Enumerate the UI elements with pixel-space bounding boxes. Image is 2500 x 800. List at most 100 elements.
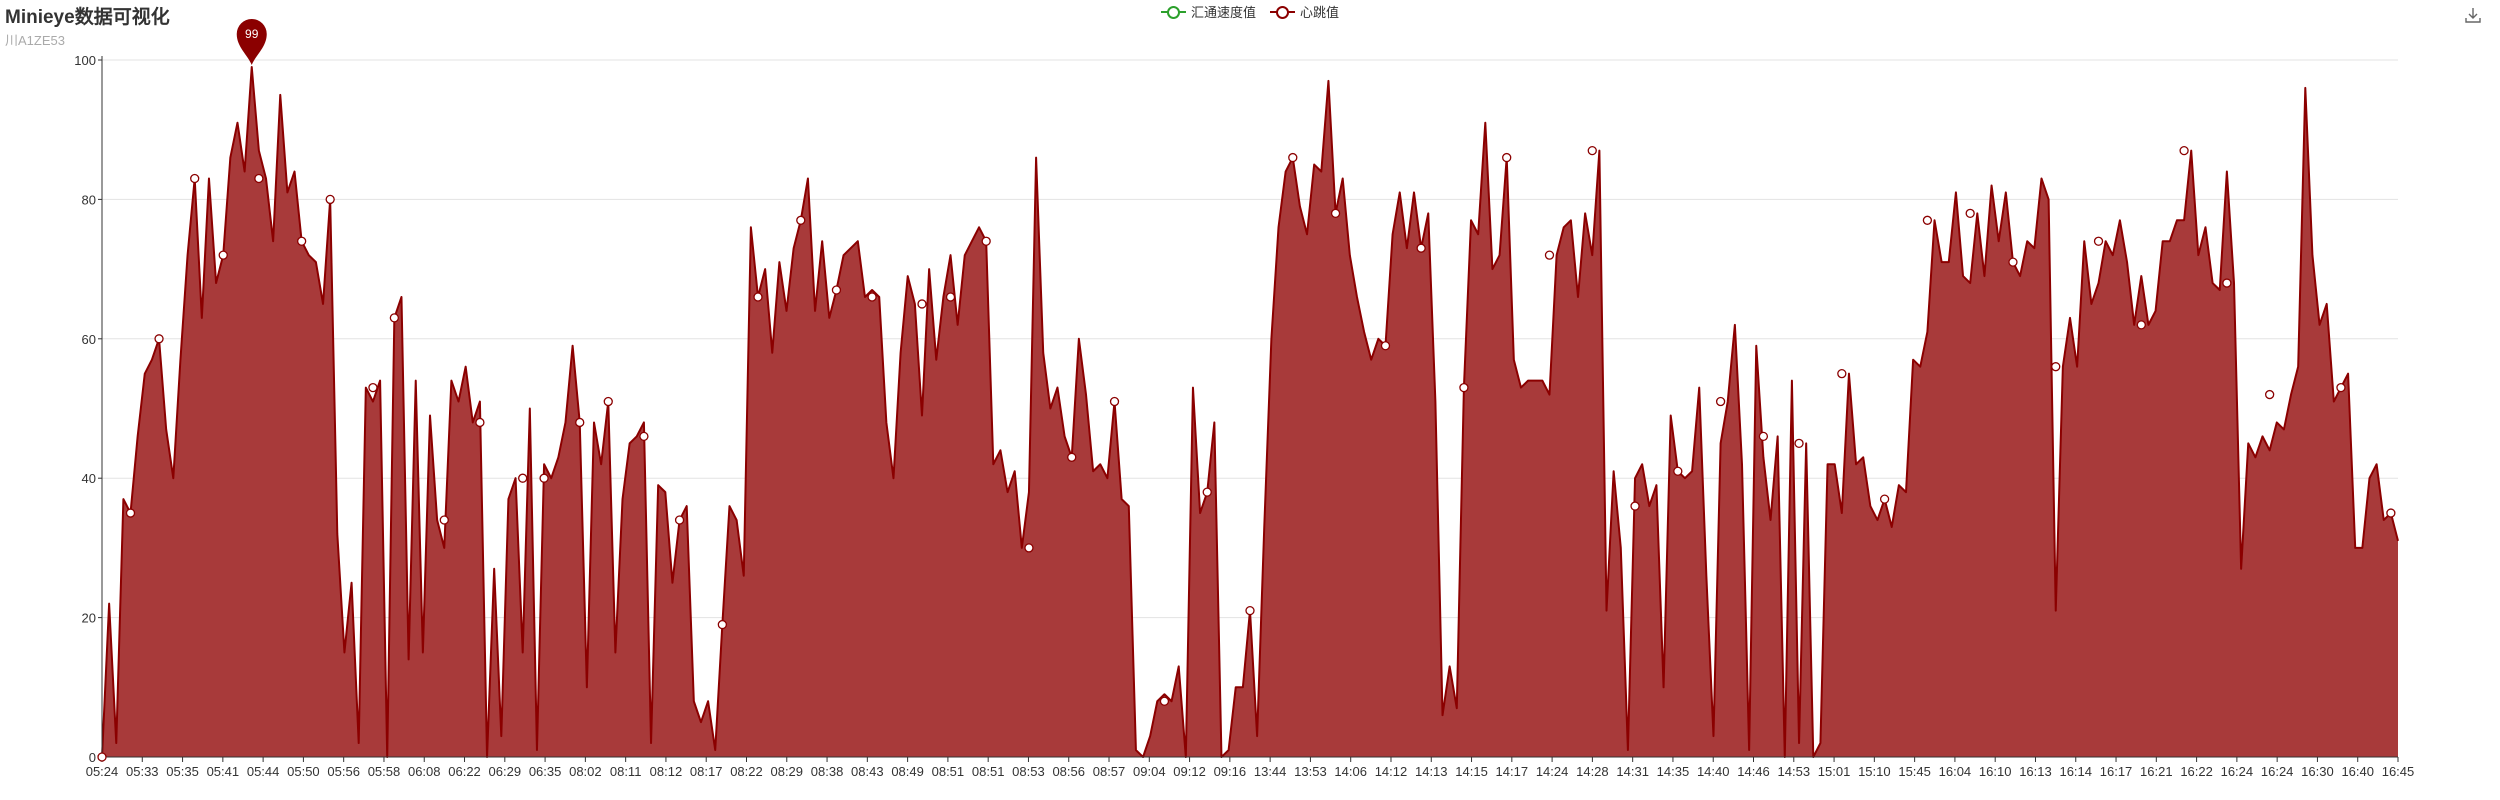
download-icon[interactable]: [2464, 6, 2482, 24]
x-tick-label: 15:01: [1818, 764, 1851, 779]
max-pin-label: 99: [245, 27, 259, 41]
data-point: [575, 417, 585, 428]
data-point: [1715, 396, 1726, 407]
x-tick-label: 16:24: [2221, 764, 2254, 779]
y-tick-label: 60: [82, 332, 96, 347]
data-point: [190, 173, 200, 184]
legend: 汇通速度值 心跳值: [0, 2, 2500, 21]
x-tick-label: 16:14: [2059, 764, 2092, 779]
x-tick-label: 16:13: [2019, 764, 2052, 779]
x-tick-label: 09:12: [1173, 764, 1206, 779]
x-tick-label: 08:38: [811, 764, 844, 779]
data-point: [796, 215, 806, 225]
x-tick-label: 14:31: [1616, 764, 1649, 779]
data-point: [218, 250, 228, 260]
data-point: [1673, 466, 1683, 476]
x-tick-label: 08:02: [569, 764, 602, 779]
y-tick-label: 80: [82, 192, 96, 207]
data-point: [2136, 320, 2146, 330]
x-tick-label: 06:08: [408, 764, 441, 779]
chart-subtitle: 川A1ZE53: [5, 33, 65, 48]
y-tick-label: 40: [82, 471, 96, 486]
data-point: [368, 382, 378, 393]
x-tick-label: 13:53: [1294, 764, 1327, 779]
legend-item-heart[interactable]: 心跳值: [1270, 2, 1339, 21]
x-tick-label: 14:15: [1455, 764, 1488, 779]
x-tick-label: 06:29: [489, 764, 522, 779]
data-point: [1544, 250, 1555, 260]
data-point: [1380, 341, 1391, 351]
data-point: [753, 292, 763, 302]
x-tick-label: 08:12: [650, 764, 683, 779]
x-tick-label: 09:16: [1214, 764, 1247, 779]
data-point: [717, 619, 727, 630]
max-pin-marker: 99: [236, 18, 267, 65]
data-point: [2179, 145, 2189, 156]
x-tick-label: 06:35: [529, 764, 562, 779]
x-tick-label: 05:56: [327, 764, 360, 779]
data-point: [981, 236, 991, 246]
legend-label-heart: 心跳值: [1300, 5, 1340, 20]
data-point: [1416, 243, 1426, 253]
data-point: [674, 515, 685, 525]
x-tick-label: 16:40: [2341, 764, 2374, 779]
chart-title: Minieye数据可视化: [5, 7, 170, 28]
data-point: [867, 292, 877, 302]
y-tick-label: 100: [74, 53, 96, 68]
x-tick-label: 08:29: [770, 764, 803, 779]
x-tick-label: 14:17: [1496, 764, 1529, 779]
data-point: [1630, 501, 1640, 511]
data-point: [125, 508, 136, 518]
x-tick-label: 16:30: [2301, 764, 2334, 779]
data-point: [1159, 696, 1170, 706]
data-point: [1067, 452, 1077, 462]
x-tick-label: 09:04: [1133, 764, 1166, 779]
data-point: [603, 396, 613, 407]
data-point: [1587, 145, 1597, 156]
x-tick-label: 16:10: [1979, 764, 2012, 779]
data-point: [1202, 487, 1212, 497]
data-point: [1330, 208, 1341, 218]
x-tick-label: 14:46: [1737, 764, 1770, 779]
x-tick-label: 08:53: [1012, 764, 1045, 779]
data-point: [2008, 257, 2018, 267]
x-tick-label: 15:45: [1898, 764, 1931, 779]
x-tick-label: 14:13: [1415, 764, 1448, 779]
data-point: [945, 292, 956, 302]
x-tick-label: 05:33: [126, 764, 159, 779]
data-point: [2051, 362, 2061, 372]
data-point: [1109, 396, 1120, 407]
data-point: [2093, 236, 2104, 246]
x-tick-label: 14:24: [1536, 764, 1569, 779]
data-point: [439, 515, 449, 525]
data-point: [389, 313, 399, 323]
x-tick-label: 14:06: [1334, 764, 1367, 779]
data-point: [2222, 278, 2232, 288]
x-tick-label: 05:58: [368, 764, 401, 779]
x-tick-label: 14:12: [1375, 764, 1408, 779]
data-point: [154, 334, 164, 344]
x-tick-label: 05:41: [207, 764, 240, 779]
legend-swatch-heart-icon: [1270, 5, 1295, 19]
legend-swatch-speed-icon: [1160, 5, 1186, 19]
data-point: [639, 431, 649, 442]
x-tick-label: 16:17: [2100, 764, 2133, 779]
data-point: [1837, 368, 1847, 379]
x-tick-label: 08:43: [851, 764, 884, 779]
legend-item-speed[interactable]: 汇通速度值: [1160, 2, 1256, 21]
x-tick-label: 05:35: [166, 764, 199, 779]
x-tick-label: 08:17: [690, 764, 723, 779]
x-tick-label: 06:22: [448, 764, 481, 779]
data-point: [1794, 438, 1804, 449]
heart-rate-area: [102, 66, 2398, 758]
data-point: [1245, 605, 1255, 616]
data-point: [325, 194, 335, 205]
data-point: [1288, 152, 1298, 163]
x-tick-label: 16:22: [2180, 764, 2213, 779]
x-tick-label: 05:50: [287, 764, 320, 779]
x-tick-label: 08:49: [891, 764, 924, 779]
data-point: [1024, 543, 1034, 553]
x-tick-label: 16:04: [1939, 764, 1972, 779]
data-point: [1459, 382, 1469, 393]
